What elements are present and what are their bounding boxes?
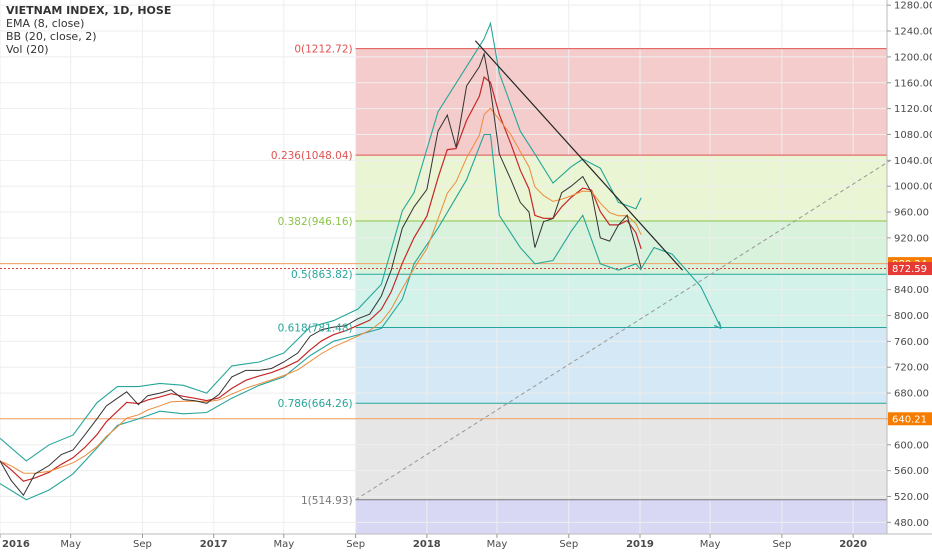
study-bb[interactable]: BB (20, close, 2) — [6, 30, 97, 43]
fib-zone-0 — [355, 48, 887, 156]
price-tick-label: 1040.00 — [894, 156, 932, 167]
price-tick-label: 1000.00 — [894, 182, 932, 193]
time-tick-label: 2019 — [626, 539, 654, 550]
price-tick-label: 480.00 — [894, 518, 929, 529]
study-ema[interactable]: EMA (8, close) — [6, 17, 85, 30]
fib-level-labels: 0(1212.72) 0.236(1048.04) 0.382(946.16) 0.5… — [271, 44, 353, 507]
time-axis: 2016 May Sep 2017 May Sep 2018 May Sep 2019 May Sep… — [0, 533, 932, 550]
price-line — [0, 51, 642, 497]
horizontal-price-lines — [0, 263, 887, 420]
fib-zone-2 — [355, 220, 887, 275]
fib-zone-6 — [355, 499, 887, 534]
price-tick-label: 560.00 — [894, 466, 929, 477]
time-tick-label: 2017 — [200, 539, 228, 550]
chart-legend: VIETNAM INDEX, 1D, HOSE EMA (8, close) B… — [6, 4, 171, 56]
time-tick-label: 2016 — [2, 539, 30, 550]
bb-lower-band — [0, 133, 642, 501]
fib-zones — [355, 48, 887, 534]
time-tick-label: Sep — [346, 539, 365, 550]
price-badge-1 — [888, 262, 932, 276]
time-tick-label: May — [60, 539, 81, 550]
study-vol[interactable]: Vol (20) — [6, 43, 49, 56]
fib-label-0: 0(1212.72) — [294, 44, 352, 56]
time-tick-label: May — [273, 539, 294, 550]
projection-arrowhead — [713, 321, 722, 329]
fib-zone-1 — [355, 155, 887, 221]
price-tick-label: 680.00 — [894, 389, 929, 400]
price-badge-label-2: 640.21 — [892, 414, 927, 425]
fib-zone-5 — [355, 403, 887, 500]
price-tick-label: 1280.00 — [894, 1, 932, 12]
fib-label-6: 1(514.93) — [301, 495, 353, 507]
fib-label-1: 0.236(1048.04) — [271, 150, 353, 162]
fib-zone-4 — [355, 327, 887, 404]
trendline-drawings — [355, 40, 891, 501]
price-tick-label: 600.00 — [894, 440, 929, 451]
price-tick-label: 1120.00 — [894, 104, 932, 115]
fib-zone-3 — [355, 274, 887, 328]
fib-label-5: 0.786(664.26) — [278, 398, 353, 410]
price-badge-2 — [888, 412, 932, 426]
projection-path — [640, 246, 722, 329]
price-tick-label: 1240.00 — [894, 27, 932, 38]
fib-label-3: 0.5(863.82) — [291, 269, 353, 281]
uptrend-line — [355, 159, 891, 501]
price-tick-label: 1160.00 — [894, 78, 932, 89]
fib-level-lines — [355, 48, 887, 501]
time-tick-label: Sep — [772, 539, 791, 550]
grid-lines — [0, 0, 887, 534]
bb-basis-line — [0, 107, 642, 474]
time-tick-label: 2020 — [839, 539, 867, 550]
symbol-title: VIETNAM INDEX, 1D, HOSE — [6, 4, 172, 17]
price-tick-label: 720.00 — [894, 363, 929, 374]
time-tick-label: Sep — [559, 539, 578, 550]
bb-upper-band — [0, 21, 642, 462]
price-tick-label: 800.00 — [894, 311, 929, 322]
fib-label-2: 0.382(946.16) — [278, 216, 353, 228]
time-tick-label: 2018 — [413, 539, 441, 550]
price-tick-label: 840.00 — [894, 285, 929, 296]
time-tick-label: May — [487, 539, 508, 550]
price-tick-label: 520.00 — [894, 492, 929, 503]
time-tick-label: Sep — [133, 539, 152, 550]
price-tick-label: 1200.00 — [894, 52, 932, 63]
price-tick-label: 760.00 — [894, 337, 929, 348]
price-badge-label-1: 872.59 — [892, 264, 927, 275]
price-series-group — [0, 21, 642, 501]
fib-label-4: 0.618(781.48) — [278, 322, 353, 334]
price-tick-label: 920.00 — [894, 233, 929, 244]
downtrend-line — [474, 40, 684, 271]
price-axis: 480.00520.00560.00600.00640.00680.00720.… — [886, 0, 932, 534]
price-tick-label: 960.00 — [894, 208, 929, 219]
time-tick-label: May — [700, 539, 721, 550]
price-tick-label: 1080.00 — [894, 130, 932, 141]
